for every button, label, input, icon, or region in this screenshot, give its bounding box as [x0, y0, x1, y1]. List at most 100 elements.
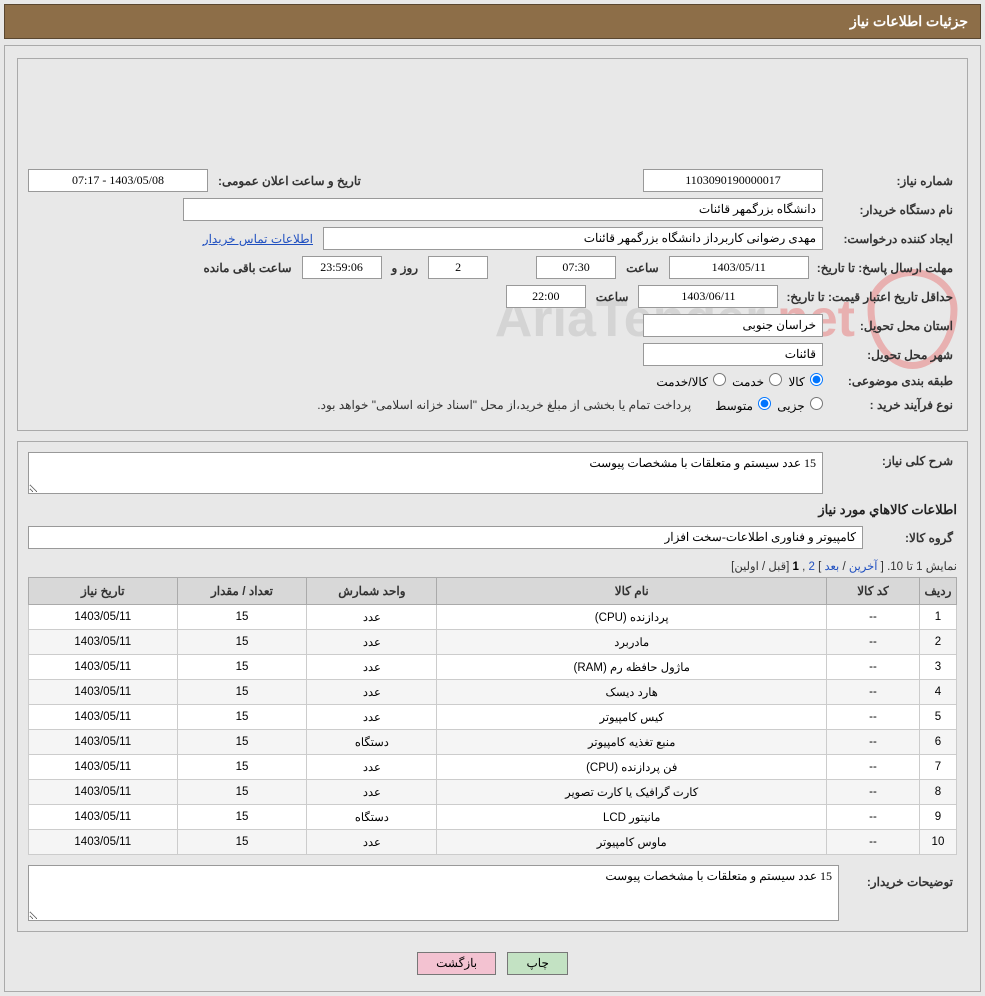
- page-last-link[interactable]: آخرین: [849, 561, 878, 573]
- table-cell: عدد: [307, 705, 437, 730]
- table-cell: 9: [919, 805, 956, 830]
- table-cell: عدد: [307, 605, 437, 630]
- table-cell: 15: [177, 755, 307, 780]
- price-valid-time-label: ساعت: [590, 288, 635, 306]
- page-prev: قبل: [768, 561, 786, 573]
- table-cell: عدد: [307, 780, 437, 805]
- city-field: [643, 343, 823, 366]
- table-cell: 4: [919, 680, 956, 705]
- price-valid-date-field: [638, 285, 778, 308]
- category-label: طبقه بندی موضوعی:: [827, 372, 957, 390]
- table-cell: 1403/05/11: [29, 655, 178, 680]
- pagination: نمایش 1 تا 10. [ آخرین / بعد ] 2 , 1 [قب…: [28, 559, 957, 573]
- province-label: استان محل تحویل:: [827, 317, 957, 335]
- table-cell: --: [827, 605, 920, 630]
- table-cell: کارت گرافیک یا کارت تصویر: [437, 780, 827, 805]
- table-row: 8--کارت گرافیک یا کارت تصویرعدد151403/05…: [29, 780, 957, 805]
- table-row: 7--فن پردازنده (CPU)عدد151403/05/11: [29, 755, 957, 780]
- table-cell: 1403/05/11: [29, 705, 178, 730]
- table-cell: 1403/05/11: [29, 630, 178, 655]
- col-header: ردیف: [919, 578, 956, 605]
- table-cell: عدد: [307, 630, 437, 655]
- button-bar: چاپ بازگشت: [17, 942, 968, 979]
- print-button[interactable]: چاپ: [507, 952, 567, 975]
- table-cell: ماژول حافظه رم (RAM): [437, 655, 827, 680]
- table-cell: ماوس کامپیوتر: [437, 830, 827, 855]
- table-cell: 1403/05/11: [29, 730, 178, 755]
- table-cell: --: [827, 805, 920, 830]
- radio-medium[interactable]: متوسط: [715, 397, 771, 413]
- deadline-date-field: [669, 256, 809, 279]
- radio-service[interactable]: خدمت: [732, 373, 782, 389]
- table-cell: 15: [177, 705, 307, 730]
- table-cell: 1403/05/11: [29, 805, 178, 830]
- items-title: اطلاعات کالاهاي مورد نياز: [28, 502, 957, 518]
- price-valid-time-field: [506, 285, 586, 308]
- table-cell: --: [827, 680, 920, 705]
- radio-partial[interactable]: جزیی: [777, 397, 823, 413]
- table-row: 2--مادربردعدد151403/05/11: [29, 630, 957, 655]
- table-cell: 1403/05/11: [29, 680, 178, 705]
- table-cell: 1403/05/11: [29, 780, 178, 805]
- table-cell: عدد: [307, 655, 437, 680]
- radio-goods[interactable]: کالا: [788, 373, 823, 389]
- buyer-org-label: نام دستگاه خریدار:: [827, 201, 957, 219]
- remaining-label: ساعت باقی مانده: [197, 259, 297, 277]
- countdown-field: [302, 256, 382, 279]
- announce-field: [28, 169, 208, 192]
- requester-label: ایجاد کننده درخواست:: [827, 230, 957, 248]
- table-row: 9--مانیتور LCDدستگاه151403/05/11: [29, 805, 957, 830]
- table-cell: مانیتور LCD: [437, 805, 827, 830]
- need-number-field: [643, 169, 823, 192]
- table-cell: 15: [177, 630, 307, 655]
- table-cell: 15: [177, 680, 307, 705]
- buyer-contact-link[interactable]: اطلاعات تماس خریدار: [197, 232, 319, 246]
- table-cell: عدد: [307, 830, 437, 855]
- table-cell: فن پردازنده (CPU): [437, 755, 827, 780]
- table-cell: دستگاه: [307, 805, 437, 830]
- back-button[interactable]: بازگشت: [417, 952, 496, 975]
- table-row: 4--هارد دیسکعدد151403/05/11: [29, 680, 957, 705]
- table-cell: دستگاه: [307, 730, 437, 755]
- page-title: جزئیات اطلاعات نیاز: [850, 13, 968, 29]
- radio-both[interactable]: کالا/خدمت: [656, 373, 726, 389]
- table-cell: 5: [919, 705, 956, 730]
- table-cell: مادربرد: [437, 630, 827, 655]
- deadline-time-label: ساعت: [620, 259, 665, 277]
- table-cell: 1: [919, 605, 956, 630]
- table-cell: 15: [177, 730, 307, 755]
- group-field: [28, 526, 863, 549]
- table-cell: --: [827, 630, 920, 655]
- items-table: ردیفکد کالانام کالاواحد شمارشتعداد / مقد…: [28, 577, 957, 855]
- table-cell: 2: [919, 630, 956, 655]
- page-current: 1: [792, 561, 798, 573]
- table-row: 3--ماژول حافظه رم (RAM)عدد151403/05/11: [29, 655, 957, 680]
- buyer-notes-textarea[interactable]: [28, 865, 839, 921]
- page-first: اولین: [734, 561, 758, 573]
- deadline-label: مهلت ارسال پاسخ: تا تاریخ:: [813, 259, 957, 277]
- table-cell: کیس کامپیوتر: [437, 705, 827, 730]
- col-header: نام کالا: [437, 578, 827, 605]
- col-header: واحد شمارش: [307, 578, 437, 605]
- table-cell: 15: [177, 605, 307, 630]
- page-next-link[interactable]: بعد: [824, 561, 839, 573]
- table-cell: --: [827, 655, 920, 680]
- table-row: 1--پردازنده (CPU)عدد151403/05/11: [29, 605, 957, 630]
- content-panel: AriaTender.net شماره نیاز: تاریخ و ساعت …: [4, 45, 981, 992]
- deadline-time-field: [536, 256, 616, 279]
- table-cell: پردازنده (CPU): [437, 605, 827, 630]
- col-header: تعداد / مقدار: [177, 578, 307, 605]
- need-desc-textarea[interactable]: [28, 452, 823, 494]
- process-radio-group: جزیی متوسط: [715, 397, 823, 413]
- table-row: 10--ماوس کامپیوترعدد151403/05/11: [29, 830, 957, 855]
- table-cell: 7: [919, 755, 956, 780]
- table-cell: 15: [177, 805, 307, 830]
- table-cell: --: [827, 830, 920, 855]
- need-desc-label: شرح کلی نیاز:: [827, 452, 957, 470]
- announce-label: تاریخ و ساعت اعلان عمومی:: [212, 172, 367, 190]
- city-label: شهر محل تحویل:: [827, 346, 957, 364]
- need-number-label: شماره نیاز:: [827, 172, 957, 190]
- process-note: پرداخت تمام یا بخشی از مبلغ خرید،از محل …: [317, 398, 711, 412]
- table-cell: عدد: [307, 755, 437, 780]
- page-2-link[interactable]: 2: [808, 561, 814, 573]
